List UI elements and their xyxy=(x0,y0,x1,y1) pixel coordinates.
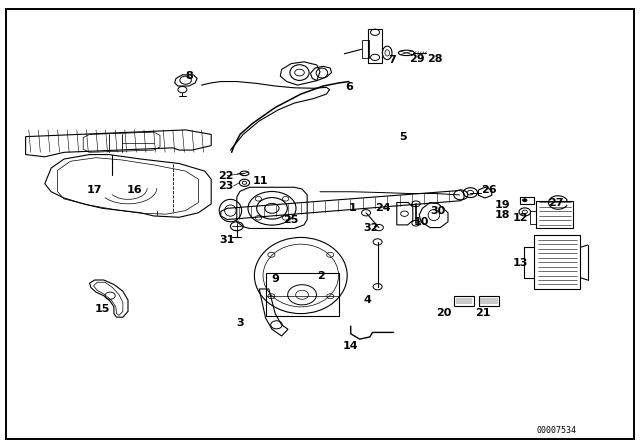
Bar xyxy=(266,273,339,316)
Text: 14: 14 xyxy=(343,341,358,351)
Bar xyxy=(536,201,573,228)
Text: 11: 11 xyxy=(253,176,268,186)
Text: 12: 12 xyxy=(513,213,528,223)
Text: 8: 8 xyxy=(185,71,193,81)
Text: 9: 9 xyxy=(271,274,279,284)
Text: 00007534: 00007534 xyxy=(537,426,577,435)
Text: 16: 16 xyxy=(127,185,142,195)
Text: 25: 25 xyxy=(284,215,299,225)
Text: 29: 29 xyxy=(410,54,425,64)
Text: 32: 32 xyxy=(364,224,379,233)
Text: 13: 13 xyxy=(513,258,528,268)
Text: 6: 6 xyxy=(346,82,353,92)
Text: 5: 5 xyxy=(399,132,407,142)
Bar xyxy=(454,296,474,306)
Text: 18: 18 xyxy=(495,210,510,220)
Text: 24: 24 xyxy=(375,203,390,213)
Text: 21: 21 xyxy=(476,308,491,318)
Bar xyxy=(520,197,534,204)
Text: 17: 17 xyxy=(87,185,102,195)
Text: 28: 28 xyxy=(428,54,443,64)
Text: 2: 2 xyxy=(317,271,324,280)
Text: 3: 3 xyxy=(237,319,244,328)
Text: 20: 20 xyxy=(436,308,451,318)
Text: 30: 30 xyxy=(430,206,445,215)
Bar xyxy=(362,40,369,58)
Text: 22: 22 xyxy=(218,171,234,181)
Bar xyxy=(534,235,580,289)
Bar xyxy=(368,29,382,63)
Text: 4: 4 xyxy=(364,295,371,305)
Text: 19: 19 xyxy=(495,200,510,210)
Text: 31: 31 xyxy=(220,235,235,245)
Bar xyxy=(530,211,536,224)
Text: 26: 26 xyxy=(481,185,497,195)
Bar xyxy=(479,296,499,306)
Ellipse shape xyxy=(522,198,527,202)
Text: 7: 7 xyxy=(388,56,396,65)
Text: 10: 10 xyxy=(414,217,429,227)
Text: 15: 15 xyxy=(95,304,110,314)
Text: 27: 27 xyxy=(548,198,564,208)
Text: 1: 1 xyxy=(349,203,356,213)
Text: 23: 23 xyxy=(218,181,234,191)
